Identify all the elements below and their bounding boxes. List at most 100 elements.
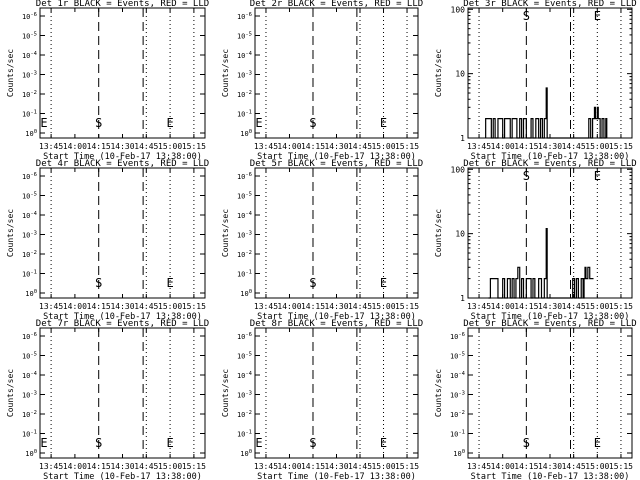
x-tick-label: 14:30 bbox=[110, 462, 134, 471]
y-tick-exponent: -4 bbox=[30, 211, 37, 217]
start-marker: S bbox=[309, 436, 316, 450]
x-tick-label: 15:00 bbox=[158, 462, 182, 471]
y-tick-exponent: -4 bbox=[30, 51, 37, 57]
x-tick-label: 15:15 bbox=[609, 462, 633, 471]
x-tick-label: 13:45 bbox=[39, 142, 63, 151]
y-tick-exponent: -2 bbox=[245, 410, 252, 416]
y-tick-label: 100 bbox=[240, 289, 252, 298]
y-tick-exponent: -4 bbox=[458, 371, 465, 377]
y-tick-exponent: -3 bbox=[245, 231, 252, 237]
x-tick-label: 14:45 bbox=[562, 142, 586, 151]
x-tick-label: 14:45 bbox=[562, 302, 586, 311]
y-tick-exponent: -5 bbox=[245, 32, 252, 38]
y-tick-exponent: -3 bbox=[458, 391, 465, 397]
x-tick-label: 14:45 bbox=[348, 142, 372, 151]
y-tick-label: 100 bbox=[453, 449, 465, 458]
panel-title: Det 7r BLACK = Events, RED = LLD bbox=[36, 319, 209, 329]
x-tick-label: 14:30 bbox=[324, 462, 348, 471]
panel-title: Det 9r BLACK = Events, RED = LLD bbox=[463, 319, 636, 329]
x-tick-label: 15:00 bbox=[158, 302, 182, 311]
y-tick-label: 10-1 bbox=[237, 110, 252, 119]
y-axis-label: Counts/sec bbox=[6, 49, 15, 97]
y-tick-exponent: -1 bbox=[458, 430, 465, 436]
start-marker: S bbox=[309, 276, 316, 290]
y-tick-exponent: -3 bbox=[30, 231, 37, 237]
end-marker: E bbox=[166, 436, 173, 450]
end-marker: E bbox=[40, 436, 47, 450]
x-tick-label: 14:15 bbox=[514, 142, 538, 151]
y-tick-exponent: -2 bbox=[245, 250, 252, 256]
x-tick-label: 15:00 bbox=[585, 142, 609, 151]
x-axis-label: Start Time (10-Feb-17 13:38:00) bbox=[257, 312, 416, 322]
y-tick-exponent: 0 bbox=[34, 449, 37, 455]
end-marker: E bbox=[594, 169, 601, 183]
x-tick-label: 14:00 bbox=[491, 302, 515, 311]
y-axis-label: Counts/sec bbox=[221, 209, 230, 257]
y-tick-exponent: -5 bbox=[458, 352, 465, 358]
y-tick-exponent: -4 bbox=[245, 371, 252, 377]
y-tick-label: 10-3 bbox=[237, 391, 252, 400]
x-tick-label: 14:45 bbox=[348, 302, 372, 311]
start-marker: S bbox=[523, 169, 530, 183]
y-tick-label: 10-3 bbox=[237, 71, 252, 80]
end-marker: E bbox=[594, 436, 601, 450]
y-tick-exponent: -3 bbox=[245, 71, 252, 77]
x-tick-label: 15:00 bbox=[585, 302, 609, 311]
x-tick-label: 15:00 bbox=[371, 462, 395, 471]
y-tick-label: 10-5 bbox=[450, 352, 465, 361]
x-tick-label: 14:30 bbox=[538, 462, 562, 471]
x-tick-label: 14:15 bbox=[301, 462, 325, 471]
y-tick-exponent: -5 bbox=[30, 192, 37, 198]
y-tick-label: 1 bbox=[460, 294, 465, 303]
events-series-line bbox=[488, 227, 594, 299]
y-tick-label: 10-2 bbox=[22, 250, 37, 259]
y-tick-label: 10-1 bbox=[237, 430, 252, 439]
y-tick-label: 10-5 bbox=[237, 352, 252, 361]
plot-frame bbox=[254, 7, 419, 139]
plot-frame bbox=[39, 7, 206, 139]
y-tick-exponent: -6 bbox=[30, 332, 37, 338]
y-tick-exponent: -5 bbox=[245, 192, 252, 198]
x-tick-label: 14:30 bbox=[324, 142, 348, 151]
x-tick-label: 14:15 bbox=[514, 302, 538, 311]
x-tick-label: 14:00 bbox=[491, 462, 515, 471]
y-axis-label: Counts/sec bbox=[434, 369, 443, 417]
y-tick-label: 100 bbox=[451, 5, 466, 14]
y-tick-exponent: -6 bbox=[245, 172, 252, 178]
y-tick-label: 10-4 bbox=[237, 51, 253, 60]
x-axis-label: Start Time (10-Feb-17 13:38:00) bbox=[43, 152, 202, 162]
y-axis-label: Counts/sec bbox=[434, 49, 443, 97]
x-tick-label: 14:45 bbox=[134, 302, 158, 311]
x-tick-label: 15:15 bbox=[395, 302, 419, 311]
y-tick-exponent: -2 bbox=[30, 90, 37, 96]
y-tick-exponent: 0 bbox=[34, 289, 37, 295]
y-tick-exponent: 0 bbox=[249, 129, 252, 135]
x-tick-label: 14:00 bbox=[63, 142, 87, 151]
x-tick-label: 14:15 bbox=[301, 302, 325, 311]
x-axis-label: Start Time (10-Feb-17 13:38:00) bbox=[471, 312, 630, 322]
y-tick-label: 10-1 bbox=[22, 110, 37, 119]
panel-title: Det 5r BLACK = Events, RED = LLD bbox=[250, 159, 423, 169]
x-tick-label: 15:15 bbox=[182, 142, 206, 151]
y-tick-label: 10-4 bbox=[22, 211, 38, 220]
events-series-line bbox=[485, 87, 608, 139]
y-tick-label: 10-4 bbox=[450, 371, 466, 380]
plot-frame bbox=[254, 167, 419, 299]
y-tick-exponent: -2 bbox=[30, 250, 37, 256]
x-tick-label: 14:45 bbox=[134, 462, 158, 471]
y-tick-exponent: -5 bbox=[245, 352, 252, 358]
x-tick-label: 14:00 bbox=[277, 462, 301, 471]
end-marker: E bbox=[594, 9, 601, 23]
y-tick-label: 10-5 bbox=[22, 192, 37, 201]
x-tick-label: 14:45 bbox=[562, 462, 586, 471]
y-tick-label: 10-6 bbox=[237, 172, 252, 181]
plot-frame bbox=[467, 7, 633, 139]
x-tick-label: 14:00 bbox=[63, 302, 87, 311]
y-tick-label: 10-2 bbox=[237, 410, 252, 419]
y-tick-exponent: -6 bbox=[30, 172, 37, 178]
x-tick-label: 13:45 bbox=[254, 462, 278, 471]
x-axis-label: Start Time (10-Feb-17 13:38:00) bbox=[43, 472, 202, 480]
x-tick-label: 15:00 bbox=[585, 462, 609, 471]
y-tick-exponent: -6 bbox=[245, 12, 252, 18]
